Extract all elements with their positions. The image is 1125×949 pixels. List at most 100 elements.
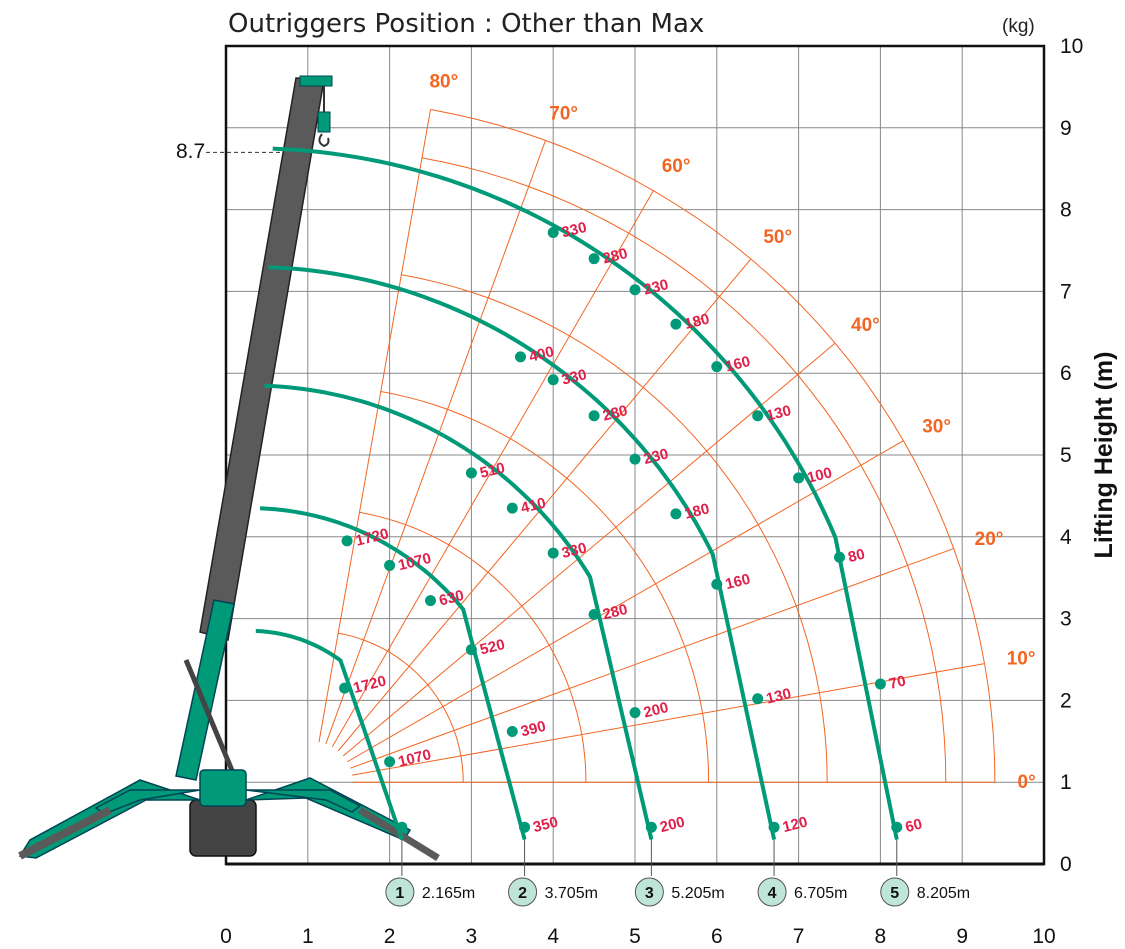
chart-title: Outriggers Position : Other than Max <box>228 9 704 39</box>
outrigger-leg <box>94 789 201 815</box>
load-point <box>629 707 641 719</box>
y-tick-label: 1 <box>1060 771 1072 794</box>
load-label: 130 <box>765 402 793 425</box>
load-label: 180 <box>683 500 711 523</box>
load-point <box>396 821 408 833</box>
radius-badge <box>508 877 538 907</box>
max-height-label: 8.7 <box>176 140 205 163</box>
radius-badge <box>634 877 664 907</box>
load-label: 280 <box>601 402 629 425</box>
angle-label: 20° <box>975 529 1004 550</box>
load-point <box>465 467 477 479</box>
load-label: 80 <box>846 546 866 567</box>
load-point <box>519 821 531 833</box>
load-point <box>588 253 600 265</box>
radius-badge <box>385 877 415 907</box>
load-label: 330 <box>560 219 588 242</box>
radius-badge-number: 3 <box>645 885 654 902</box>
x-tick-label: 5 <box>629 925 641 948</box>
load-point <box>506 502 518 514</box>
radius-label: 8.205m <box>917 885 970 902</box>
radius-label: 5.205m <box>671 885 724 902</box>
load-point <box>465 644 477 656</box>
angle-label: 0° <box>1018 772 1036 793</box>
radius-badge-number: 2 <box>518 885 527 902</box>
load-label: 200 <box>658 814 686 837</box>
load-point <box>752 693 764 705</box>
load-point <box>711 361 723 373</box>
labels: 0 1 2 3 4 5 6 7 8 9 100123456789100°10°20°30°40°50… <box>220 35 1083 948</box>
outrigger-leg <box>245 789 362 813</box>
load-curve-3 <box>264 383 654 840</box>
load-point <box>670 318 682 330</box>
load-curves <box>255 146 903 876</box>
load-point <box>793 472 805 484</box>
load-label: 390 <box>519 718 547 741</box>
angle-radial-line <box>347 440 904 763</box>
load-point <box>834 551 845 563</box>
load-label: 280 <box>601 245 629 268</box>
load-point <box>384 756 396 768</box>
load-label: 70 <box>887 672 907 693</box>
load-point <box>588 410 600 422</box>
y-tick-label: 9 <box>1060 117 1072 140</box>
hook-shape <box>318 133 330 148</box>
y-tick-label: 8 <box>1060 199 1072 222</box>
angle-label: 80° <box>429 71 458 92</box>
angle-radial-line <box>342 342 836 757</box>
y-tick-label: 10 <box>1060 35 1083 58</box>
load-point <box>339 682 351 694</box>
load-label: 330 <box>560 539 588 562</box>
load-label: 200 <box>642 699 670 722</box>
y-tick-label: 6 <box>1060 362 1072 385</box>
angle-radial-line <box>337 258 752 752</box>
load-label: 180 <box>683 310 711 333</box>
y-tick-label: 4 <box>1060 526 1072 549</box>
crane-body <box>189 799 257 857</box>
load-point <box>547 227 559 239</box>
load-point <box>384 559 396 571</box>
load-point <box>768 821 780 833</box>
angle-label: 70° <box>549 103 578 124</box>
load-point <box>506 725 518 737</box>
load-label: 630 <box>437 587 465 610</box>
load-point <box>514 351 526 363</box>
radius-label: 2.165m <box>422 885 475 902</box>
load-point <box>752 410 764 422</box>
load-label: 350 <box>531 814 559 837</box>
y-tick-label: 0 <box>1060 853 1072 876</box>
load-label: 520 <box>478 636 506 659</box>
y-tick-label: 5 <box>1060 444 1072 467</box>
boom-tip <box>299 75 333 87</box>
load-curve-2 <box>259 506 527 841</box>
load-point <box>891 821 903 833</box>
load-curve-1 <box>255 629 404 841</box>
load-point <box>629 284 641 296</box>
radius-badge <box>880 877 910 907</box>
load-label: 410 <box>519 495 547 518</box>
load-label: 230 <box>642 276 670 299</box>
x-tick-label: 7 <box>793 925 805 948</box>
angle-label: 10° <box>1007 649 1036 670</box>
x-tick-label: 9 <box>956 925 968 948</box>
y-tick-label: 2 <box>1060 689 1072 712</box>
y-axis-label: Lifting Height (m) <box>1090 352 1118 559</box>
x-tick-label: 2 <box>384 925 396 948</box>
load-point <box>670 508 682 520</box>
load-label: 230 <box>642 445 670 468</box>
load-label: 160 <box>724 571 752 594</box>
load-point <box>425 595 436 607</box>
x-tick-label: 3 <box>466 925 478 948</box>
x-tick-label: 10 <box>1032 925 1055 948</box>
load-label: 130 <box>765 685 793 708</box>
angle-radial-line <box>325 140 546 744</box>
load-label: 280 <box>601 601 629 624</box>
load-point <box>874 678 886 690</box>
load-point <box>341 535 353 547</box>
load-curve-4 <box>268 265 777 840</box>
y-tick-label: 7 <box>1060 280 1072 303</box>
radius-badge-number: 4 <box>768 885 777 902</box>
load-point <box>588 609 600 621</box>
load-label: 330 <box>560 366 588 389</box>
